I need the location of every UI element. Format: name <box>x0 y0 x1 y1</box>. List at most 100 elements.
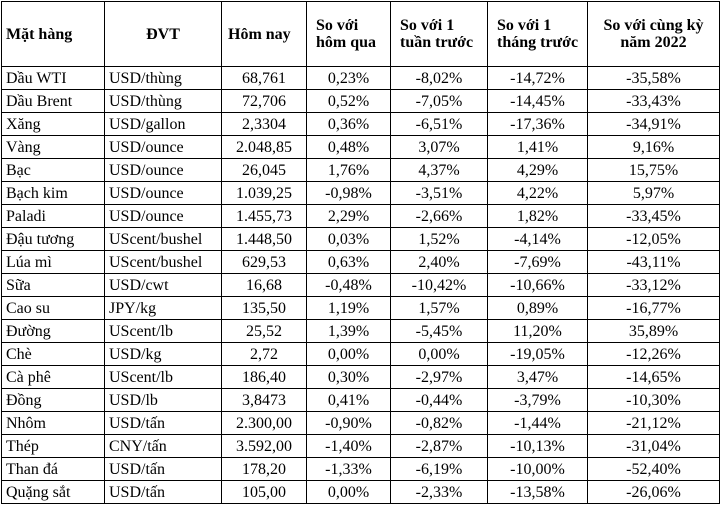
table-row: Quặng sắt USD/tấn 105,00 0,00% -2,33% -13,58%… <box>1 480 720 504</box>
cell-vs-1-month: -14,72% <box>487 66 588 90</box>
cell-commodity: Thép <box>1 434 105 458</box>
cell-vs-1-month: -14,45% <box>487 89 588 113</box>
cell-vs-1-week: -2,87% <box>390 434 488 458</box>
table-row: Sữa USD/cwt 16,68 -0,48% -10,42% -10,66% -33,1… <box>1 273 720 297</box>
cell-today: 105,00 <box>221 480 307 504</box>
cell-vs-same-period-2022: -14,65% <box>587 365 720 389</box>
cell-vs-1-week: 2,40% <box>390 250 488 274</box>
cell-vs-1-month: -1,44% <box>487 411 588 435</box>
cell-unit: USD/tấn <box>104 411 222 435</box>
cell-vs-same-period-2022: 15,75% <box>587 158 720 182</box>
table-row: Xăng USD/gallon 2,3304 0,36% -6,51% -17,36% -3… <box>1 112 720 136</box>
cell-vs-yesterday: 0,36% <box>306 112 391 136</box>
cell-vs-1-month: -3,79% <box>487 388 588 412</box>
cell-vs-yesterday: -0,98% <box>306 181 391 205</box>
cell-commodity: Đường <box>1 319 105 343</box>
cell-vs-same-period-2022: -21,12% <box>587 411 720 435</box>
table-row: Đường UScent/lb 25,52 1,39% -5,45% 11,20% 35,8… <box>1 319 720 343</box>
table-row: Cao su JPY/kg 135,50 1,19% 1,57% 0,89% -16,77% <box>1 296 720 320</box>
cell-vs-1-month: -10,00% <box>487 457 588 481</box>
cell-today: 629,53 <box>221 250 307 274</box>
cell-today: 178,20 <box>221 457 307 481</box>
cell-commodity: Cà phê <box>1 365 105 389</box>
cell-unit: USD/tấn <box>104 457 222 481</box>
cell-today: 16,68 <box>221 273 307 297</box>
cell-vs-same-period-2022: -43,11% <box>587 250 720 274</box>
cell-vs-same-period-2022: -12,26% <box>587 342 720 366</box>
cell-unit: USD/tấn <box>104 480 222 504</box>
cell-commodity: Paladi <box>1 204 105 228</box>
cell-vs-1-month: -7,69% <box>487 250 588 274</box>
cell-today: 26,045 <box>221 158 307 182</box>
cell-vs-1-week: 0,00% <box>390 342 488 366</box>
table-row: Dầu WTI USD/thùng 68,761 0,23% -8,02% -14,72%… <box>1 66 720 90</box>
cell-vs-1-week: -0,82% <box>390 411 488 435</box>
cell-vs-1-week: -5,45% <box>390 319 488 343</box>
table-row: Paladi USD/ounce 1.455,73 2,29% -2,66% 1,82% -… <box>1 204 720 228</box>
cell-vs-yesterday: -1,40% <box>306 434 391 458</box>
cell-vs-same-period-2022: -10,30% <box>587 388 720 412</box>
column-header-vs-same-period-2022: So với cùng kỳ năm 2022 <box>587 1 720 67</box>
cell-unit: USD/ounce <box>104 181 222 205</box>
cell-vs-same-period-2022: -33,45% <box>587 204 720 228</box>
cell-vs-1-week: 4,37% <box>390 158 488 182</box>
cell-vs-yesterday: 0,23% <box>306 66 391 90</box>
cell-unit: UScent/bushel <box>104 227 222 251</box>
cell-vs-1-week: 3,07% <box>390 135 488 159</box>
cell-vs-1-week: -3,51% <box>390 181 488 205</box>
cell-today: 135,50 <box>221 296 307 320</box>
cell-commodity: Vàng <box>1 135 105 159</box>
table-row: Bạch kim USD/ounce 1.039,25 -0,98% -3,51% 4,2… <box>1 181 720 205</box>
cell-commodity: Nhôm <box>1 411 105 435</box>
cell-commodity: Bạc <box>1 158 105 182</box>
table-row: Than đá USD/tấn 178,20 -1,33% -6,19% -10,00% -… <box>1 457 720 481</box>
cell-vs-1-week: 1,52% <box>390 227 488 251</box>
cell-unit: USD/lb <box>104 388 222 412</box>
column-header-unit: ĐVT <box>104 1 222 67</box>
cell-vs-1-week: -7,05% <box>390 89 488 113</box>
cell-unit: USD/thùng <box>104 89 222 113</box>
cell-vs-same-period-2022: -34,91% <box>587 112 720 136</box>
cell-vs-same-period-2022: -26,06% <box>587 480 720 504</box>
cell-commodity: Than đá <box>1 457 105 481</box>
cell-today: 1.455,73 <box>221 204 307 228</box>
cell-unit: USD/ounce <box>104 158 222 182</box>
table-row: Thép CNY/tấn 3.592,00 -1,40% -2,87% -10,13% -3… <box>1 434 720 458</box>
cell-vs-same-period-2022: -12,05% <box>587 227 720 251</box>
cell-today: 3,8473 <box>221 388 307 412</box>
table-row: Bạc USD/ounce 26,045 1,76% 4,37% 4,29% 15,75% <box>1 158 720 182</box>
cell-unit: USD/thùng <box>104 66 222 90</box>
table-row: Đậu tương UScent/bushel 1.448,50 0,03% 1,52%… <box>1 227 720 251</box>
cell-commodity: Bạch kim <box>1 181 105 205</box>
cell-vs-1-month: 1,82% <box>487 204 588 228</box>
table-row: Chè USD/kg 2,72 0,00% 0,00% -19,05% -12,26% <box>1 342 720 366</box>
cell-vs-1-month: 1,41% <box>487 135 588 159</box>
cell-vs-yesterday: 0,03% <box>306 227 391 251</box>
cell-commodity: Đồng <box>1 388 105 412</box>
cell-vs-yesterday: 0,30% <box>306 365 391 389</box>
cell-vs-1-month: 0,89% <box>487 296 588 320</box>
cell-vs-yesterday: -0,48% <box>306 273 391 297</box>
cell-unit: UScent/lb <box>104 319 222 343</box>
cell-unit: USD/ounce <box>104 135 222 159</box>
cell-vs-same-period-2022: -33,12% <box>587 273 720 297</box>
commodity-price-table: Mặt hàng ĐVT Hôm nay So với hôm qua So với 1… <box>1 1 720 504</box>
cell-vs-1-month: -10,66% <box>487 273 588 297</box>
cell-unit: UScent/bushel <box>104 250 222 274</box>
cell-unit: USD/cwt <box>104 273 222 297</box>
cell-vs-1-month: -4,14% <box>487 227 588 251</box>
cell-vs-1-month: -19,05% <box>487 342 588 366</box>
cell-commodity: Sữa <box>1 273 105 297</box>
cell-commodity: Xăng <box>1 112 105 136</box>
cell-vs-same-period-2022: -33,43% <box>587 89 720 113</box>
cell-today: 2.300,00 <box>221 411 307 435</box>
column-header-commodity: Mặt hàng <box>1 1 105 67</box>
cell-vs-same-period-2022: -31,04% <box>587 434 720 458</box>
cell-vs-yesterday: 0,00% <box>306 342 391 366</box>
table-row: Đồng USD/lb 3,8473 0,41% -0,44% -3,79% -10,30% <box>1 388 720 412</box>
cell-today: 3.592,00 <box>221 434 307 458</box>
table-row: Nhôm USD/tấn 2.300,00 -0,90% -0,82% -1,44% -21… <box>1 411 720 435</box>
cell-vs-1-week: -6,51% <box>390 112 488 136</box>
cell-vs-same-period-2022: -35,58% <box>587 66 720 90</box>
cell-unit: USD/kg <box>104 342 222 366</box>
